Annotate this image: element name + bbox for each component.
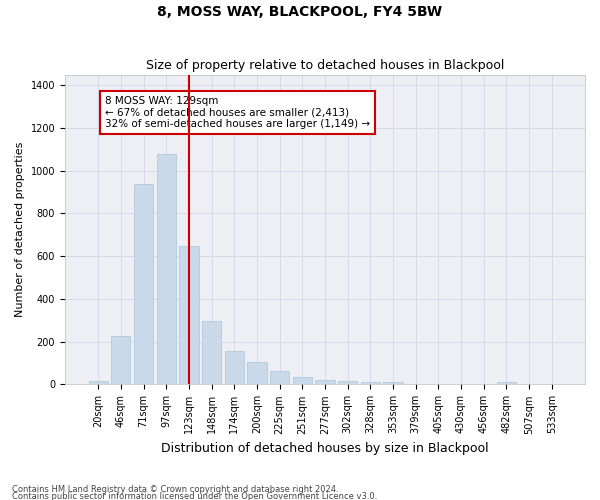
X-axis label: Distribution of detached houses by size in Blackpool: Distribution of detached houses by size … <box>161 442 489 455</box>
Bar <box>293 377 312 384</box>
Bar <box>157 154 176 384</box>
Text: Contains public sector information licensed under the Open Government Licence v3: Contains public sector information licen… <box>12 492 377 500</box>
Y-axis label: Number of detached properties: Number of detached properties <box>15 142 25 317</box>
Bar <box>361 382 380 384</box>
Bar <box>270 370 289 384</box>
Text: 8, MOSS WAY, BLACKPOOL, FY4 5BW: 8, MOSS WAY, BLACKPOOL, FY4 5BW <box>157 5 443 19</box>
Bar <box>316 380 335 384</box>
Text: Contains HM Land Registry data © Crown copyright and database right 2024.: Contains HM Land Registry data © Crown c… <box>12 486 338 494</box>
Bar <box>111 336 130 384</box>
Bar <box>338 380 357 384</box>
Bar <box>224 352 244 384</box>
Bar <box>383 382 403 384</box>
Bar <box>134 184 153 384</box>
Text: 8 MOSS WAY: 129sqm
← 67% of detached houses are smaller (2,413)
32% of semi-deta: 8 MOSS WAY: 129sqm ← 67% of detached hou… <box>105 96 370 129</box>
Title: Size of property relative to detached houses in Blackpool: Size of property relative to detached ho… <box>146 59 504 72</box>
Bar <box>202 322 221 384</box>
Bar <box>247 362 266 384</box>
Bar <box>89 381 108 384</box>
Bar <box>179 246 199 384</box>
Bar <box>497 382 516 384</box>
